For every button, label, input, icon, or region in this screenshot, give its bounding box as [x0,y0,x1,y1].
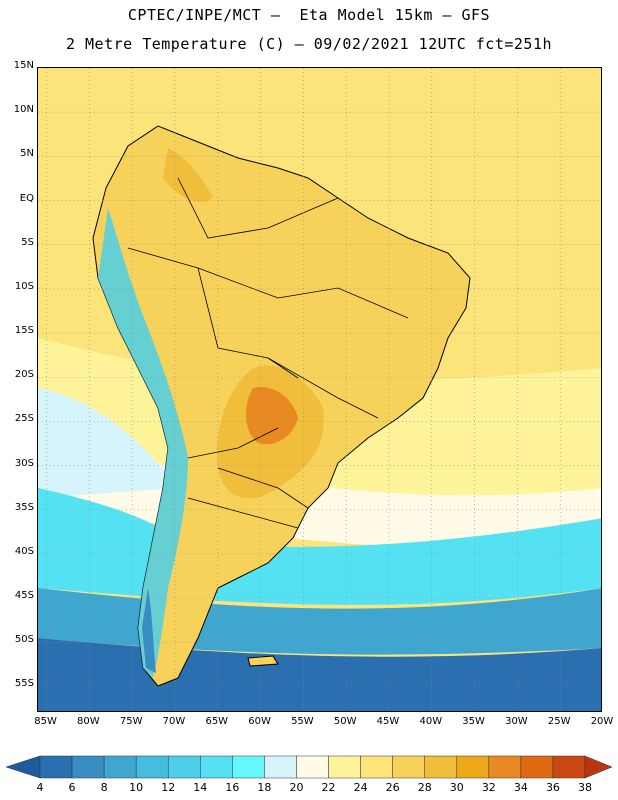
latitude-label: 35S [14,501,34,513]
map-panel [37,67,602,712]
colorbar-segment [264,755,297,779]
longitude-label: 45W [376,716,400,727]
north-hot-region [163,148,213,202]
longitude-label: 35W [462,716,485,727]
latitude-label: 40S [14,545,34,557]
latitude-label: 10N [13,104,34,116]
colorbar-segment [456,755,490,779]
falkland-islands [247,655,279,667]
longitude-label: 20W [590,716,614,727]
country-border [187,427,279,459]
colorbar-label: 8 [100,781,108,794]
longitude-label: 70W [162,716,186,727]
country-border [187,497,299,529]
colorbar-label: 14 [193,781,208,794]
latitude-label: 45S [14,590,34,602]
latitude-label: 5S [21,236,34,248]
colorbar-segment [552,755,586,779]
title-line-2: 2 Metre Temperature (C) – 09/02/2021 12U… [65,35,553,53]
colorbar-segment [424,755,458,779]
colorbar-label: 30 [449,781,464,794]
colorbar-segment [360,755,393,779]
longitude-label: 50W [333,716,357,727]
colorbar-label: 16 [225,781,240,794]
colorbar-segment [520,755,554,779]
colorbar-segment [392,755,425,779]
latitude-label: EQ [19,192,34,204]
latitude-label: 15S [14,325,34,337]
longitude-label: 80W [77,716,100,727]
colorbar-label: 10 [129,781,144,794]
latitude-label: 30S [14,457,34,469]
colorbar-label: 36 [545,781,560,794]
colorbar-segment [296,755,329,779]
colorbar-label: 12 [161,781,176,794]
longitude-label: 30W [505,716,528,727]
andes-coldest [142,588,156,673]
latitude-label: 5N [20,148,34,160]
temperature-map [38,68,601,711]
latitude-label: 10S [14,280,34,292]
longitude-label: 40W [419,716,443,727]
longitude-label: 55W [291,716,314,727]
colorbar-label: 38 [578,781,592,794]
longitude-label: 25W [547,716,571,727]
longitude-label: 85W [34,716,57,727]
color-bar [5,755,613,779]
colorbar-label: 26 [385,781,400,794]
colorbar-segment [232,755,265,779]
colorbar-segment [488,755,522,779]
colorbar-label: 24 [353,781,368,794]
colorbar-segment [39,755,73,779]
latitude-label: 50S [14,634,34,646]
longitude-label: 60W [248,716,271,727]
colorbar-label: 32 [481,781,496,794]
latitude-label: 55S [14,678,34,690]
hottest-region [246,387,298,445]
longitude-label: 65W [205,716,229,727]
andes-cold [98,208,188,678]
colorbar-label: 34 [513,781,528,794]
pacific-cool [38,388,178,498]
colorbar-label: 4 [36,781,44,794]
colorbar-label: 20 [289,781,304,794]
colorbar-segment [103,755,137,779]
colorbar-label: 28 [417,781,432,794]
longitude-label: 75W [119,716,143,727]
country-border [127,247,409,319]
title-line-1: CPTEC/INPE/MCT – Eta Model 15km – GFS [127,6,491,24]
country-border [177,177,339,239]
south-america-land [92,125,471,687]
colorbar-high-arrow [584,755,613,779]
country-border [217,467,309,509]
colorbar-label: 18 [257,781,272,794]
colorbar-segment [328,755,361,779]
colorbar-low-arrow [5,755,41,779]
colorbar-segment [167,755,201,779]
colorbar-label: 22 [321,781,336,794]
colorbar-label: 6 [68,781,76,794]
latitude-label: 15N [13,60,34,71]
colorbar-segment [135,755,169,779]
country-border [197,267,299,379]
colorbar-segment [200,755,233,779]
country-border [267,357,379,419]
latitude-label: 20S [14,369,34,381]
latitude-label: 25S [14,413,34,425]
colorbar-segment [71,755,105,779]
